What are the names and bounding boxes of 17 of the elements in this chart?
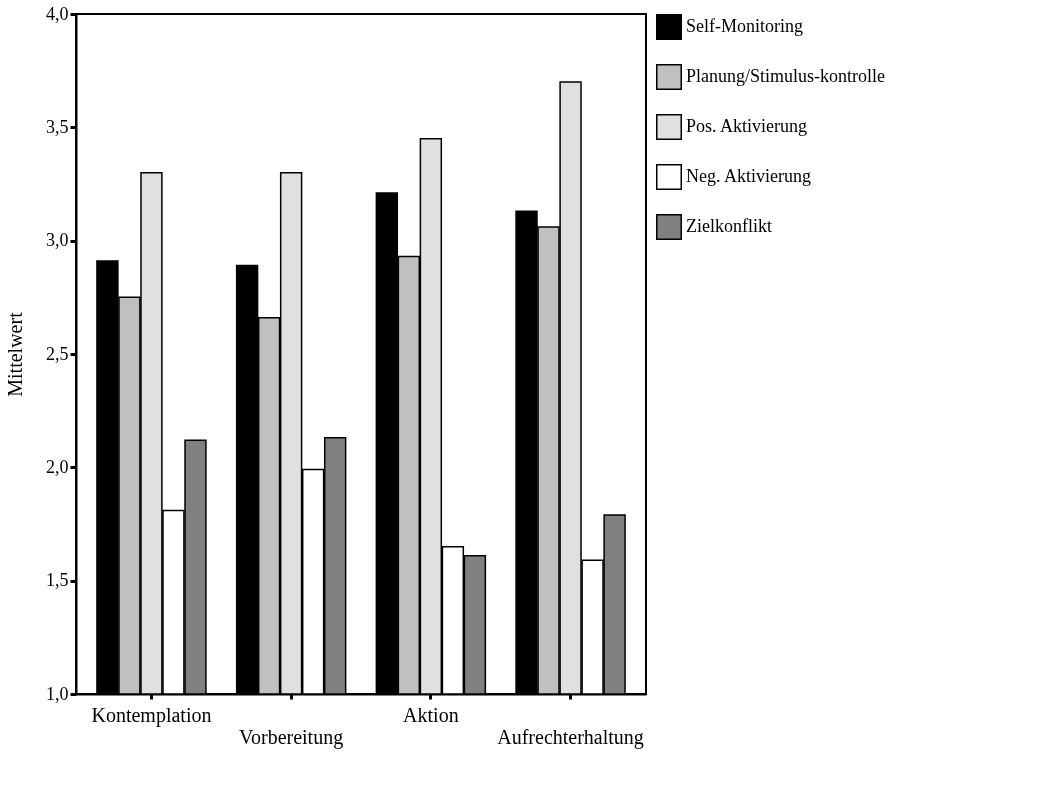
y-tick-label: 3,5 bbox=[46, 116, 69, 137]
legend-label: Planung/Stimulus-kontrolle bbox=[686, 66, 886, 86]
legend-label: Zielkonflikt bbox=[686, 216, 772, 236]
y-axis-title: Mittelwert bbox=[4, 311, 26, 397]
legend-label: Neg. Aktivierung bbox=[686, 166, 811, 186]
x-tick-label: Kontemplation bbox=[91, 703, 212, 727]
y-tick-label: 1,0 bbox=[46, 683, 69, 704]
x-tick-label: Vorbereitung bbox=[239, 725, 344, 749]
legend-label: Self-Monitoring bbox=[686, 16, 803, 36]
y-tick-label: 2,0 bbox=[46, 456, 69, 477]
legend-label: Pos. Aktivierung bbox=[686, 116, 808, 136]
y-tick-label: 4,0 bbox=[46, 3, 69, 24]
x-tick-label: Aktion bbox=[403, 703, 459, 726]
y-tick-label: 3,0 bbox=[46, 230, 69, 251]
y-tick-label: 1,5 bbox=[46, 570, 69, 591]
x-tick-label: Aufrechterhaltung bbox=[497, 725, 644, 749]
y-tick-label: 2,5 bbox=[46, 343, 69, 364]
